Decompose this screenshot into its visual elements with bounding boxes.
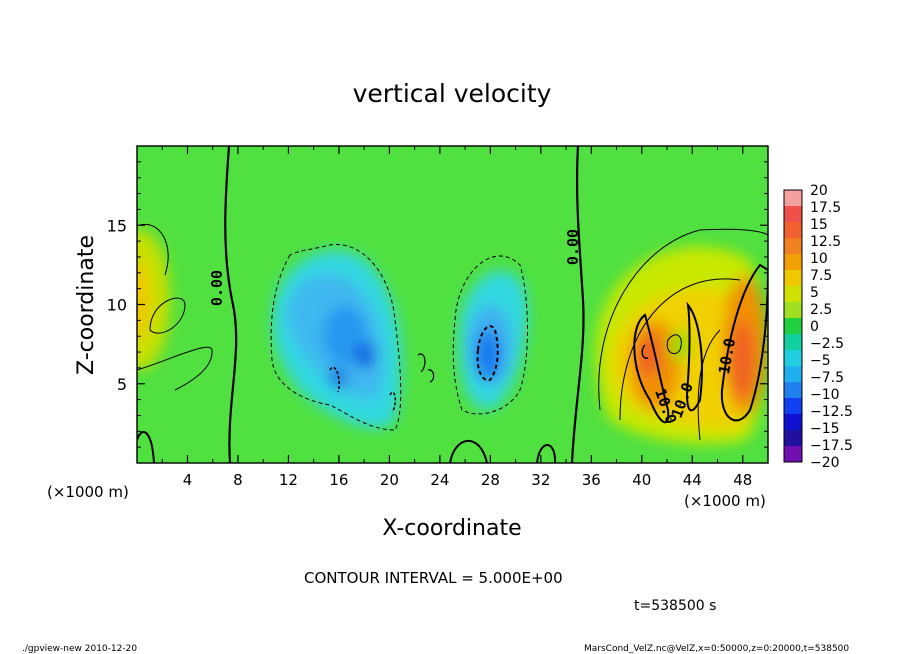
x-tick-label: 32 [531, 471, 550, 489]
y-tick-label: 15 [107, 216, 127, 235]
colorbar-swatch [784, 350, 802, 367]
time-label: t=538500 s [634, 598, 716, 614]
colorbar-label: 2.5 [810, 302, 832, 318]
colorbar-swatch [784, 238, 802, 255]
colorbar-label: 10 [810, 251, 828, 267]
contour-label: 10.0 [715, 337, 739, 376]
contour-interval: CONTOUR INTERVAL = 5.000E+00 [304, 569, 563, 587]
colorbar-swatch [784, 254, 802, 271]
colorbar-label: 7.5 [810, 268, 832, 284]
colorbar-label: −5 [810, 353, 831, 369]
colorbar-label: 12.5 [810, 234, 841, 250]
colorbar-swatch [784, 190, 802, 207]
contour-label: 0.00 [208, 270, 226, 306]
x-tick-label: 44 [683, 471, 702, 489]
colorbar-label: 15 [810, 217, 828, 233]
y-tick-label: 10 [107, 296, 127, 315]
colorbar-swatch [784, 398, 802, 415]
colorbar-frame [783, 189, 803, 463]
contour-label: 0.00 [564, 229, 582, 265]
x-tick-label: 28 [481, 471, 500, 489]
x-tick-label: 40 [632, 471, 651, 489]
colorbar-swatch [784, 318, 802, 335]
colorbar-swatch [784, 334, 802, 351]
colorbar-label: −12.5 [810, 404, 853, 420]
colorbar-label: 17.5 [810, 200, 841, 216]
x-axis-label: X-coordinate [382, 516, 521, 541]
colorbar-swatch [784, 206, 802, 223]
y-axis: 5 10 15 [107, 161, 768, 448]
colorbar-swatch [784, 302, 802, 319]
colorbar-swatch [784, 270, 802, 287]
footer-right: MarsCond_VelZ.nc@VelZ,x=0:50000,z=0:2000… [584, 644, 849, 654]
x-tick-label: 12 [279, 471, 298, 489]
x-tick-label: 24 [430, 471, 449, 489]
x-tick-label: 36 [582, 471, 601, 489]
colorbar-label: −15 [810, 421, 840, 437]
colorbar-swatch [784, 414, 802, 431]
colorbar-label: −17.5 [810, 438, 853, 454]
colorbar-swatch [784, 430, 802, 447]
x-tick-label: 48 [733, 471, 752, 489]
x-tick-label: 16 [329, 471, 348, 489]
colorbar-label: 5 [810, 285, 819, 301]
colorbar-swatch [784, 286, 802, 303]
y-tick-label: 5 [117, 375, 127, 394]
x-tick-label: 4 [183, 471, 193, 489]
colorbar-label: 0 [810, 319, 819, 335]
colorbar-swatch [784, 382, 802, 399]
plot-field: 0.00 0.00 10.0 10.0 10.0 [137, 146, 768, 463]
chart-title: vertical velocity [353, 79, 552, 108]
x-axis: 4 8 12 16 20 24 28 32 36 40 44 48 [161, 146, 752, 489]
colorbar: 2017.51512.5107.552.50−2.5−5−7.5−10−12.5… [783, 183, 853, 471]
x-tick-label: 8 [233, 471, 243, 489]
x-unit-left: (×1000 m) [47, 483, 129, 501]
footer-left: ./gpview-new 2010-12-20 [22, 644, 137, 654]
y-axis-label: Z-coordinate [74, 235, 99, 375]
colorbar-swatch [784, 446, 802, 463]
x-unit-right: (×1000 m) [684, 492, 766, 510]
colorbar-label: −7.5 [810, 370, 844, 386]
x-tick-label: 20 [380, 471, 399, 489]
colorbar-label: −20 [810, 455, 840, 471]
colorbar-swatch [784, 222, 802, 239]
colorbar-label: 20 [810, 183, 828, 199]
colorbar-swatch [784, 366, 802, 383]
colorbar-label: −2.5 [810, 336, 844, 352]
colorbar-label: −10 [810, 387, 840, 403]
